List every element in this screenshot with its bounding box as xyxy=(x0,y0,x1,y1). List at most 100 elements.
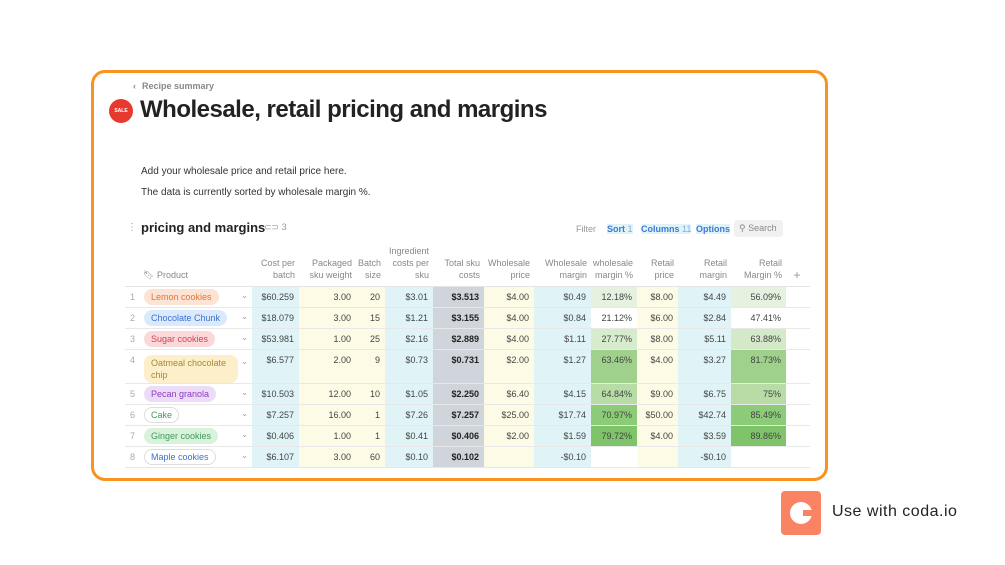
table-cell[interactable]: $2.16 xyxy=(385,328,434,350)
table-cell[interactable]: 1.00 xyxy=(299,425,356,447)
table-cell[interactable]: 56.09% xyxy=(731,286,787,308)
column-header[interactable]: Wholesale price xyxy=(484,245,535,287)
table-cell[interactable]: $3.59 xyxy=(678,425,732,447)
table-cell[interactable]: 3.00 xyxy=(299,307,356,329)
table-cell[interactable]: 1.00 xyxy=(299,328,356,350)
filter-button[interactable]: Filter xyxy=(576,224,596,234)
table-cell[interactable]: $0.49 xyxy=(534,286,592,308)
chevron-down-icon[interactable]: ⌄ xyxy=(241,291,248,300)
table-cell[interactable]: $17.74 xyxy=(534,404,592,426)
table-cell[interactable]: $4.15 xyxy=(534,383,592,405)
search-input[interactable]: ⚲ Search xyxy=(734,220,783,237)
product-chip[interactable]: Pecan granola xyxy=(144,386,217,402)
column-header[interactable]: Total sku costs xyxy=(433,245,485,287)
table-cell[interactable]: $6.75 xyxy=(678,383,732,405)
table-cell[interactable]: $18.079 xyxy=(252,307,299,329)
table-cell[interactable]: 21.12% xyxy=(591,307,638,329)
table-cell[interactable]: $3.513 xyxy=(433,286,485,308)
table-cell[interactable]: $7.257 xyxy=(252,404,299,426)
table-cell[interactable]: 3.00 xyxy=(299,446,356,468)
table-cell[interactable]: -$0.10 xyxy=(534,446,592,468)
column-header[interactable]: Packaged sku weight xyxy=(299,245,356,287)
table-cell[interactable]: $6.577 xyxy=(252,349,299,384)
product-chip[interactable]: Cake xyxy=(144,407,180,423)
sort-button[interactable]: Sort 1 xyxy=(607,224,633,234)
table-cell[interactable]: $25.00 xyxy=(484,404,535,426)
options-button[interactable]: Options xyxy=(696,224,730,234)
table-row[interactable]: 4 Oatmeal chocolate chip ⌄ $6.577 2.00 9 $0.73… xyxy=(125,349,811,384)
table-cell[interactable]: 79.72% xyxy=(591,425,638,447)
column-header[interactable]: wholesale margin % xyxy=(591,245,638,287)
table-cell[interactable]: $0.10 xyxy=(385,446,434,468)
table-cell[interactable]: $3.155 xyxy=(433,307,485,329)
table-cell[interactable]: $60.259 xyxy=(252,286,299,308)
product-chip[interactable]: Oatmeal chocolate chip xyxy=(144,355,238,383)
table-cell[interactable]: $2.00 xyxy=(484,425,535,447)
table-cell[interactable]: 2.00 xyxy=(299,349,356,384)
chevron-down-icon[interactable]: ⌄ xyxy=(241,388,248,397)
chevron-down-icon[interactable]: ⌄ xyxy=(241,357,248,366)
column-header[interactable]: Retail price xyxy=(637,245,679,287)
table-cell[interactable]: $4.00 xyxy=(637,349,679,384)
table-cell[interactable]: $1.05 xyxy=(385,383,434,405)
table-cell[interactable]: $0.406 xyxy=(433,425,485,447)
product-cell[interactable]: Chocolate Chunk ⌄ xyxy=(140,307,252,329)
table-cell[interactable]: 12.18% xyxy=(591,286,638,308)
table-cell[interactable]: $6.00 xyxy=(637,307,679,329)
product-cell[interactable]: Maple cookies ⌄ xyxy=(140,446,252,468)
table-cell[interactable]: $6.107 xyxy=(252,446,299,468)
link-count[interactable]: ⊂⊃ 3 xyxy=(264,222,287,232)
table-cell[interactable]: $53.981 xyxy=(252,328,299,350)
column-header[interactable]: Cost per batch xyxy=(252,245,299,287)
product-cell[interactable]: Pecan granola ⌄ xyxy=(140,383,252,405)
table-row[interactable]: 6 Cake ⌄ $7.257 16.00 1 $7.26 $7.257 $25.00 $17.7… xyxy=(125,404,811,426)
table-cell[interactable] xyxy=(731,446,787,468)
table-cell[interactable]: 63.88% xyxy=(731,328,787,350)
table-cell[interactable]: $0.41 xyxy=(385,425,434,447)
table-cell[interactable]: $50.00 xyxy=(637,404,679,426)
product-chip[interactable]: Ginger cookies xyxy=(144,428,219,444)
column-header[interactable]: Retail Margin % xyxy=(731,245,787,287)
table-cell[interactable]: $1.11 xyxy=(534,328,592,350)
product-cell[interactable]: Oatmeal chocolate chip ⌄ xyxy=(140,349,252,384)
product-chip[interactable]: Maple cookies xyxy=(144,449,216,465)
table-cell[interactable]: 12.00 xyxy=(299,383,356,405)
chevron-down-icon[interactable]: ⌄ xyxy=(241,333,248,342)
table-row[interactable]: 3 Sugar cookies ⌄ $53.981 1.00 25 $2.16 $2.889 $… xyxy=(125,328,811,350)
table-cell[interactable]: $0.102 xyxy=(433,446,485,468)
table-cell[interactable]: $6.40 xyxy=(484,383,535,405)
chevron-down-icon[interactable]: ⌄ xyxy=(241,451,248,460)
table-cell[interactable]: 10 xyxy=(356,383,386,405)
table-cell[interactable]: $1.21 xyxy=(385,307,434,329)
table-cell[interactable]: $0.84 xyxy=(534,307,592,329)
table-cell[interactable]: 1 xyxy=(356,425,386,447)
table-cell[interactable]: 16.00 xyxy=(299,404,356,426)
table-cell[interactable]: 60 xyxy=(356,446,386,468)
table-cell[interactable]: $42.74 xyxy=(678,404,732,426)
table-row[interactable]: 1 Lemon cookies ⌄ $60.259 3.00 20 $3.01 $3.513 $… xyxy=(125,286,811,308)
table-cell[interactable]: 27.77% xyxy=(591,328,638,350)
table-cell[interactable]: 75% xyxy=(731,383,787,405)
columns-button[interactable]: Columns 11 xyxy=(641,224,692,234)
table-cell[interactable]: $4.00 xyxy=(484,328,535,350)
table-row[interactable]: 8 Maple cookies ⌄ $6.107 3.00 60 $0.10 $0.102 -$… xyxy=(125,446,811,468)
table-cell[interactable]: 64.84% xyxy=(591,383,638,405)
column-header[interactable]: Wholesale margin xyxy=(534,245,592,287)
product-cell[interactable]: Sugar cookies ⌄ xyxy=(140,328,252,350)
table-cell[interactable]: $2.84 xyxy=(678,307,732,329)
table-cell[interactable]: $4.00 xyxy=(637,425,679,447)
table-cell[interactable]: 70.97% xyxy=(591,404,638,426)
table-row[interactable]: 5 Pecan granola ⌄ $10.503 12.00 10 $1.05 $2.250… xyxy=(125,383,811,405)
table-cell[interactable]: 47.41% xyxy=(731,307,787,329)
chevron-down-icon[interactable]: ⌄ xyxy=(241,312,248,321)
table-cell[interactable]: $0.73 xyxy=(385,349,434,384)
column-header[interactable]: 🔖︎ Product xyxy=(140,245,252,287)
table-cell[interactable]: -$0.10 xyxy=(678,446,732,468)
chevron-down-icon[interactable]: ⌄ xyxy=(241,430,248,439)
breadcrumb[interactable]: ‹ Recipe summary xyxy=(133,81,215,91)
table-cell[interactable]: 89.86% xyxy=(731,425,787,447)
table-cell[interactable]: 85.49% xyxy=(731,404,787,426)
table-cell[interactable] xyxy=(484,446,535,468)
table-cell[interactable] xyxy=(637,446,679,468)
table-cell[interactable]: $1.59 xyxy=(534,425,592,447)
